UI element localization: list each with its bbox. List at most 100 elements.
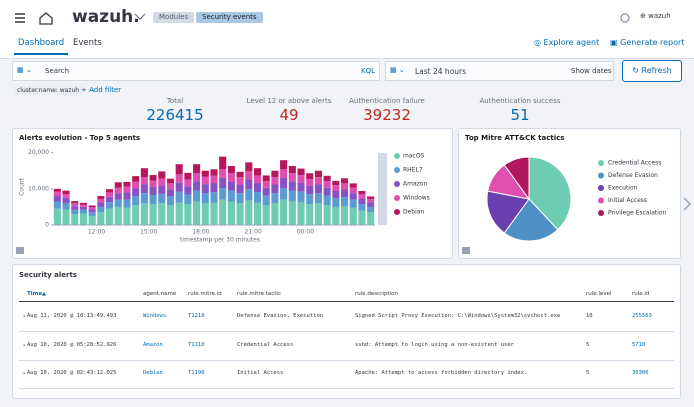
bar-segment <box>149 187 157 195</box>
bar-segment <box>219 169 227 178</box>
bar-segment <box>201 193 209 204</box>
legend-swatch <box>598 160 604 166</box>
bar-segment <box>219 188 227 200</box>
bar-segment <box>332 206 340 225</box>
pie-slice <box>528 156 572 231</box>
table-cell: 5710 <box>632 341 646 348</box>
table-cell: Aug 11, 2020 @ 10:13:49.493 <box>27 313 117 319</box>
show-dates[interactable]: Show dates <box>571 67 612 75</box>
expand-toggle[interactable]: › <box>23 370 26 377</box>
legend-label: Amazon <box>403 181 427 188</box>
next-arrow[interactable] <box>682 196 692 212</box>
legend-label: macOS <box>403 153 425 160</box>
bar-segment <box>262 187 270 196</box>
column-header[interactable]: rule.level <box>586 291 612 297</box>
bar-segment <box>97 196 105 199</box>
table-cell: T1110 <box>188 341 205 348</box>
bar-segment <box>140 203 148 225</box>
bar-segment <box>193 173 201 182</box>
add-filter[interactable]: + Add filter <box>81 86 122 94</box>
legend-swatch <box>598 185 604 191</box>
sort-icon[interactable]: ▲ <box>42 291 46 297</box>
breadcrumb[interactable]: Modules <box>153 12 195 23</box>
column-header[interactable]: agent.name <box>143 291 177 297</box>
menu-icon[interactable] <box>15 13 25 23</box>
bar-segment <box>227 166 235 174</box>
bar-segment <box>219 177 227 189</box>
bar-segment <box>79 209 88 214</box>
x-axis-label: timestamp per 30 minutes <box>180 237 260 244</box>
bar-segment <box>288 181 296 191</box>
legend-label: RHEL7 <box>403 167 423 174</box>
bar-segment <box>314 184 322 194</box>
breadcrumb[interactable]: Security events <box>196 12 263 23</box>
bar-segment <box>280 177 288 189</box>
column-header[interactable]: Time <box>27 291 43 297</box>
expand-toggle[interactable]: › <box>23 341 26 349</box>
legend-toggle[interactable] <box>16 247 24 254</box>
bar-segment <box>349 183 357 188</box>
table-cell: Credential Access <box>237 341 294 348</box>
bar-segment <box>106 189 114 193</box>
bar-segment <box>236 184 244 194</box>
bar-segment <box>97 198 105 203</box>
legend-swatch <box>598 197 604 204</box>
y-tick-label: 10,000 <box>28 185 49 192</box>
bar-segment <box>62 197 70 204</box>
bar-segment <box>210 175 218 184</box>
settings-icon[interactable] <box>619 12 631 24</box>
action-link[interactable]: ◎ Explore agent <box>534 38 600 47</box>
column-header[interactable]: rule.description <box>355 291 398 297</box>
column-header[interactable]: rule.id <box>632 291 650 297</box>
bar-segment <box>53 196 61 202</box>
bar-segment <box>236 177 244 185</box>
date-options[interactable]: ▦ ⌄ <box>390 66 405 74</box>
date-picker[interactable]: ▦ ⌄ Last 24 hours Show dates <box>385 61 614 81</box>
bar-segment <box>262 181 270 188</box>
user-menu[interactable]: ⊕ wazuh <box>640 12 671 20</box>
action-link[interactable]: ▣ Generate report <box>610 38 685 47</box>
bar-segment <box>253 192 262 203</box>
bar-segment <box>184 186 192 195</box>
refresh-button[interactable]: ↻ Refresh <box>622 60 682 82</box>
bar-segment <box>175 182 183 192</box>
nav-icons[interactable] <box>12 10 72 26</box>
table-cell: Amazon <box>143 341 163 348</box>
search-options[interactable]: ▦ ⌄ <box>17 66 32 74</box>
table-cell: 5 <box>586 370 590 376</box>
query-language[interactable]: KQL <box>361 67 375 75</box>
bar-segment <box>227 173 235 182</box>
legend-scrollbar[interactable] <box>378 153 387 225</box>
pie-slice <box>503 156 530 201</box>
brand-chevron[interactable] <box>134 12 146 22</box>
bar-segment <box>175 164 183 175</box>
bar-segment <box>323 195 331 206</box>
tab[interactable]: Dashboard <box>14 38 69 55</box>
bar-segment <box>97 212 105 225</box>
bar-segment <box>79 213 88 225</box>
bar-segment <box>219 156 227 170</box>
expand-toggle[interactable]: › <box>23 313 26 320</box>
tab[interactable]: Events <box>73 38 102 48</box>
bar-segment <box>166 205 175 225</box>
bar-segment <box>332 198 340 207</box>
legend-swatch <box>394 195 400 201</box>
bar-segment <box>114 206 122 225</box>
column-header[interactable]: rule.mitre.id <box>188 291 222 297</box>
table-cell: Defense Evasion, Execution <box>237 313 324 319</box>
search-bar[interactable]: ▦ ⌄ Search KQL <box>12 61 380 81</box>
table-cell: Apache: Attempt to access forbidden dire… <box>355 370 528 376</box>
y-axis-label: Count <box>19 177 26 195</box>
bar-segment <box>132 205 140 225</box>
bar-segment <box>71 201 79 204</box>
legend-toggle[interactable] <box>462 247 470 254</box>
bar-segment <box>367 196 375 199</box>
filter-pill[interactable]: cluster.name: wazuh <box>14 86 83 95</box>
home-icon[interactable] <box>39 12 53 25</box>
stat-value: 39232 <box>363 106 411 124</box>
bar-segment <box>271 193 279 204</box>
column-header[interactable]: rule.mitre.tactic <box>237 291 281 297</box>
bar-segment <box>358 198 366 205</box>
bar-segment <box>288 173 296 182</box>
bar-segment <box>140 177 148 185</box>
